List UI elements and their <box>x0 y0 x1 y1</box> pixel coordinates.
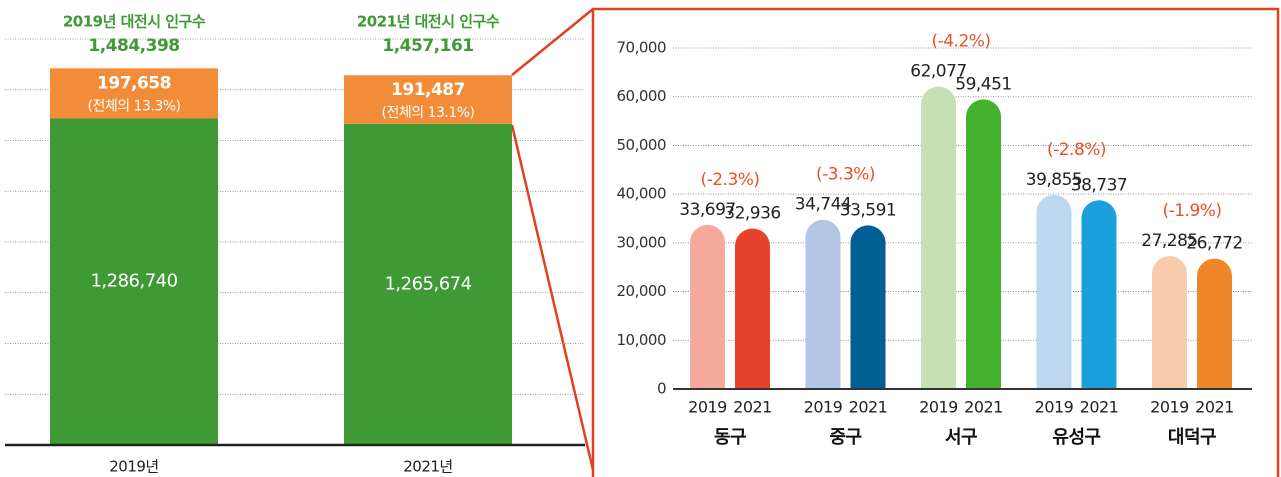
total-label: 1,457,161 <box>382 36 473 56</box>
bar-segment <box>50 118 218 446</box>
series-label: 2019 <box>688 398 727 417</box>
total-label: 1,484,398 <box>88 36 179 56</box>
value-label: 32,936 <box>724 204 780 224</box>
y-tick-label: 50,000 <box>617 136 667 154</box>
value-label: 191,487 <box>391 80 465 100</box>
bar <box>1036 194 1072 389</box>
bar-title: 2019년 대전시 인구수 <box>63 13 206 31</box>
series-label: 2021 <box>964 398 1003 417</box>
series-label: 2021 <box>849 398 888 417</box>
bar-segment <box>344 123 512 446</box>
x-tick-label: 2019년 <box>109 458 158 476</box>
bar-segment <box>50 68 218 119</box>
change-label: (-1.9%) <box>1162 201 1221 221</box>
series-label: 2019 <box>1150 398 1189 417</box>
series-label: 2021 <box>733 398 772 417</box>
y-tick-label: 70,000 <box>617 39 667 57</box>
share-label: (전체의 13.3%) <box>88 98 181 114</box>
value-label: 33,697 <box>679 200 735 220</box>
x-tick-label: 중구 <box>829 427 861 448</box>
series-label: 2019 <box>804 398 843 417</box>
y-tick-label: 40,000 <box>617 185 667 203</box>
value-label: 26,772 <box>1186 234 1242 254</box>
value-label: 62,077 <box>910 62 966 82</box>
value-label: 33,591 <box>840 200 896 220</box>
change-label: (-2.3%) <box>700 170 759 190</box>
y-tick-label: 60,000 <box>617 87 667 105</box>
y-tick-label: 20,000 <box>617 282 667 300</box>
bar <box>735 228 770 389</box>
bar-title: 2021년 대전시 인구수 <box>357 13 500 31</box>
series-label: 2021 <box>1080 398 1119 417</box>
series-label: 2021 <box>1195 398 1234 417</box>
x-tick-label: 2021년 <box>403 458 452 476</box>
x-tick-label: 유성구 <box>1052 427 1100 448</box>
x-tick-label: 서구 <box>945 427 977 448</box>
value-label: 27,285 <box>1141 231 1197 251</box>
zoom-line <box>510 124 595 471</box>
change-label: (-2.8%) <box>1047 140 1106 160</box>
share-label: (전체의 13.1%) <box>382 105 475 121</box>
bar <box>690 224 725 389</box>
value-label: 34,744 <box>795 195 851 215</box>
bar <box>921 86 956 389</box>
x-tick-label: 동구 <box>714 427 746 448</box>
value-label: 38,737 <box>1071 175 1127 195</box>
bar <box>1152 256 1187 389</box>
bar <box>966 99 1001 390</box>
change-label: (-4.2%) <box>931 32 990 52</box>
y-tick-label: 30,000 <box>617 233 667 251</box>
series-label: 2019 <box>919 398 958 417</box>
value-label: 59,451 <box>955 74 1011 94</box>
change-label: (-3.3%) <box>816 165 875 185</box>
series-label: 2019 <box>1035 398 1074 417</box>
value-label: 1,286,740 <box>90 271 177 292</box>
zoom-frame <box>591 7 1280 477</box>
value-label: 197,658 <box>97 73 171 93</box>
bar <box>1081 200 1117 389</box>
bar <box>1197 258 1232 389</box>
bar-segment <box>344 75 512 124</box>
y-tick-label: 10,000 <box>617 331 667 349</box>
zoom-line <box>511 8 594 76</box>
bar <box>805 219 841 389</box>
value-label: 39,855 <box>1026 170 1082 190</box>
y-tick-label: 0 <box>657 380 666 398</box>
bar <box>850 225 886 389</box>
x-tick-label: 대덕구 <box>1168 427 1216 448</box>
value-label: 1,265,674 <box>384 273 471 294</box>
